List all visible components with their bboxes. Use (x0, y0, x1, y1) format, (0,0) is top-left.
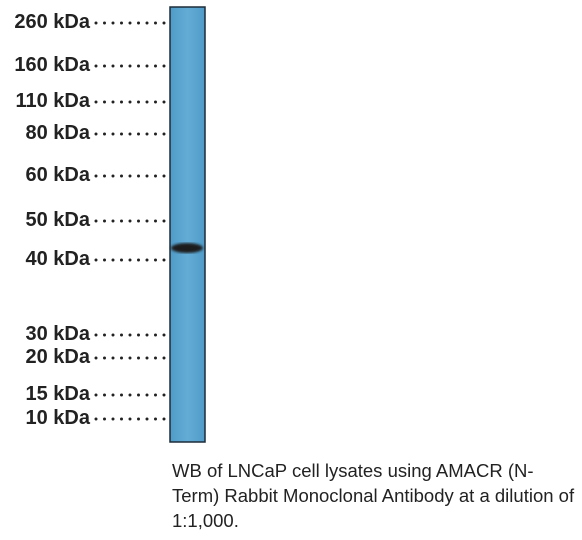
caption: WB of LNCaP cell lysates using AMACR (N-… (172, 460, 575, 531)
marker-label: 50 kDa (25, 209, 91, 231)
marker-label: 260 kDa (14, 11, 90, 33)
marker-label: 110 kDa (15, 90, 90, 112)
marker-label: 60 kDa (25, 164, 91, 186)
marker-label: 30 kDa (25, 323, 91, 345)
marker-label: 15 kDa (25, 383, 91, 405)
lane (169, 6, 206, 443)
marker-label: 10 kDa (25, 407, 91, 429)
marker-label: 40 kDa (25, 248, 91, 270)
marker-label: 80 kDa (25, 122, 91, 144)
marker-label: 160 kDa (14, 54, 90, 76)
band (171, 243, 203, 253)
marker-label: 20 kDa (25, 346, 91, 368)
